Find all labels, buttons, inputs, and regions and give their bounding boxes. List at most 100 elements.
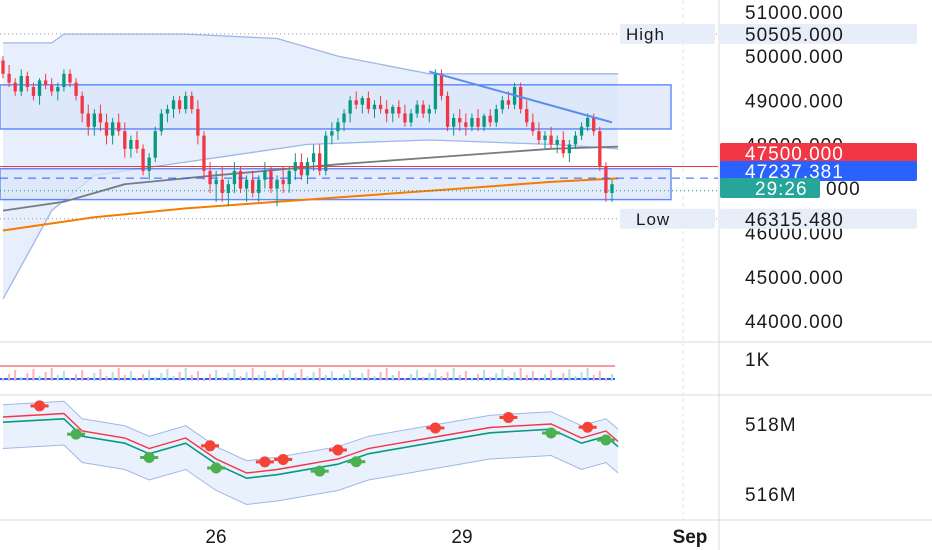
volume-bar (568, 369, 571, 381)
candle-body (202, 135, 206, 171)
candle (409, 109, 413, 127)
volume-bar (531, 371, 534, 381)
obv-marker-up-bar (347, 460, 366, 464)
candle (110, 117, 115, 145)
price-tick-label: 49000.000 (745, 91, 844, 112)
price-tick-label: 51000.000 (745, 3, 844, 24)
volume-bar (93, 373, 96, 381)
candle-body (299, 162, 304, 176)
candle-body (117, 122, 121, 132)
volume-bar (422, 377, 425, 381)
obv-marker-down-bar (30, 404, 49, 408)
volume-bar (525, 375, 528, 381)
candle (445, 91, 450, 132)
candle (518, 82, 523, 114)
candle-body (281, 179, 285, 185)
candle-body (80, 95, 84, 114)
low-tag-value: 46315.480 (745, 210, 844, 231)
candle (92, 109, 97, 136)
candle (62, 69, 66, 92)
candle (257, 175, 261, 202)
volume-bar (8, 374, 11, 381)
candle-body (238, 170, 243, 189)
volume-bar (544, 374, 547, 381)
candle-body (433, 73, 438, 110)
candle-body (92, 113, 97, 127)
candle (324, 131, 328, 176)
volume-bar (367, 369, 370, 381)
volume-bar (397, 371, 400, 381)
candle-body (232, 170, 237, 185)
candle-body (525, 109, 529, 123)
candle-body (220, 179, 224, 193)
candle (196, 100, 200, 145)
volume-bar (385, 368, 388, 381)
obv-marker-up-bar (67, 432, 86, 436)
volume-bar (318, 368, 321, 381)
candle-body (263, 170, 267, 180)
candle (500, 95, 505, 114)
candle (604, 162, 608, 202)
candle (482, 113, 486, 132)
high-tag-value: 50505.000 (745, 25, 844, 46)
candle-body (1, 60, 5, 74)
time-axis: 26 29 Sep (205, 527, 707, 548)
candle-body (397, 106, 401, 114)
red-tag-value: 47500.000 (745, 144, 844, 165)
obv-tick-label: 518M (745, 415, 797, 436)
candle (348, 95, 352, 123)
candle-body (518, 87, 523, 110)
candle-body (257, 179, 261, 193)
volume-bar (62, 371, 65, 381)
volume-bar (269, 378, 272, 381)
low-label: Low (636, 210, 670, 229)
price-tick-label: 46000.000 (745, 224, 844, 245)
volume-bar (276, 374, 279, 381)
price-axis: 51000.00050000.00049000.00048000.0004600… (745, 3, 844, 506)
volume-bar (117, 368, 120, 381)
candle-body (470, 117, 474, 127)
price-tick-label: 50000.000 (745, 47, 844, 68)
volume-bar (300, 369, 303, 381)
candle-body (409, 113, 413, 123)
volume-bar (495, 373, 498, 381)
candle-body (305, 162, 310, 176)
volume-bar (391, 375, 394, 381)
volume-bar (142, 374, 145, 381)
candle (220, 166, 224, 202)
candle-body (385, 109, 389, 114)
volume-bar (227, 373, 230, 381)
candle (488, 109, 492, 127)
candle-body (585, 117, 590, 127)
candle (171, 95, 176, 118)
candle (531, 113, 535, 136)
candle-body (372, 104, 377, 110)
volume-bar (501, 369, 504, 381)
candle (452, 113, 456, 136)
volume-bar (190, 375, 193, 381)
candle (226, 179, 230, 207)
candle-body (165, 109, 170, 114)
volume-bar (312, 372, 315, 381)
obv-marker-up-bar (596, 438, 615, 442)
volume-bar (604, 378, 607, 381)
volume-bar (50, 368, 53, 381)
candle-body (330, 131, 334, 136)
candle (50, 78, 54, 96)
obv-marker-up-bar (310, 469, 329, 473)
candle (494, 104, 498, 127)
candle (378, 95, 383, 114)
blue-tag-value: 47237.381 (745, 162, 844, 183)
candle (190, 91, 194, 114)
red-tag-bg (720, 143, 917, 163)
candle-body (378, 104, 383, 110)
low-label-bg (620, 208, 715, 229)
candle-body (506, 100, 511, 105)
volume-bar (452, 368, 455, 381)
candle (86, 104, 90, 136)
candle (354, 91, 358, 110)
volume-bar (245, 372, 248, 381)
candle (403, 104, 407, 127)
obv-marker-up-bar (207, 466, 226, 470)
